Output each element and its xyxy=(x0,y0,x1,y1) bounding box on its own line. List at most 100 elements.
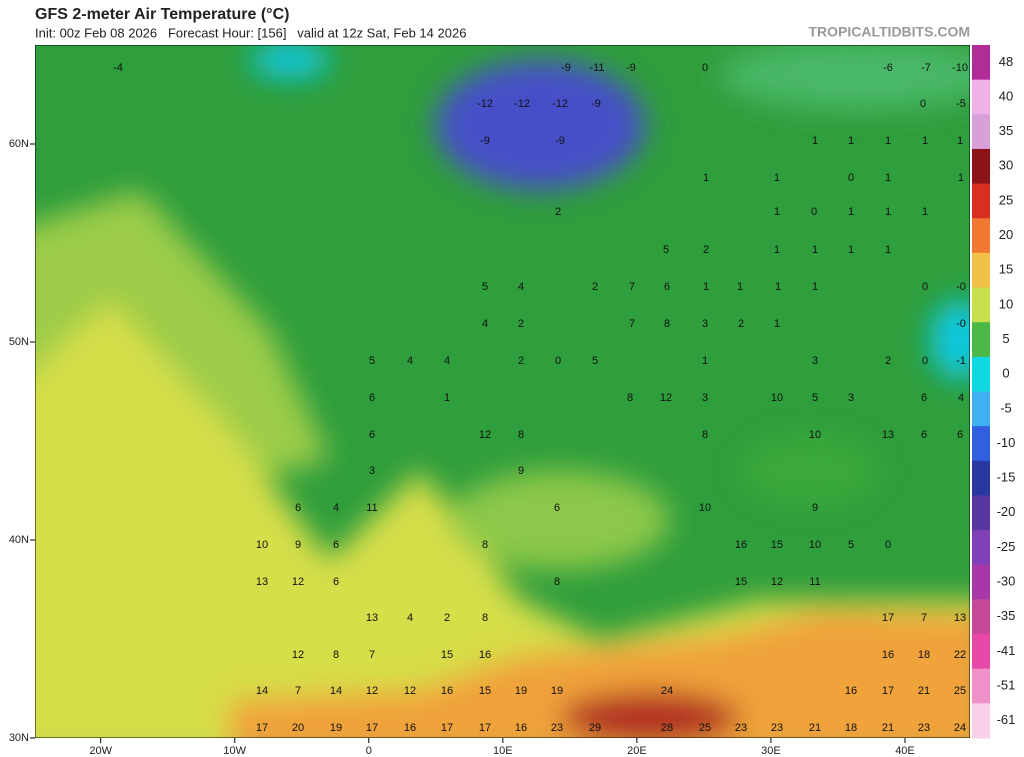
colorbar-label: -30 xyxy=(997,574,1016,589)
temperature-label: 20 xyxy=(292,722,304,734)
temperature-label: -12 xyxy=(514,98,530,110)
temperature-label: 9 xyxy=(518,465,524,477)
colorbar-label: 0 xyxy=(1002,366,1009,381)
temperature-label: 16 xyxy=(845,685,857,697)
temperature-label: 1 xyxy=(957,135,963,147)
temperature-label: 0 xyxy=(848,172,854,184)
temperature-label: -12 xyxy=(477,98,493,110)
temperature-label: 8 xyxy=(627,392,633,404)
temperature-label: 1 xyxy=(774,318,780,330)
temperature-label: 1 xyxy=(922,206,928,218)
colorbar-segment xyxy=(972,356,990,392)
temperature-label: 9 xyxy=(812,502,818,514)
temperature-label: 1 xyxy=(885,135,891,147)
colorbar-segment xyxy=(972,322,990,358)
y-tick-label: 40N xyxy=(9,534,29,546)
colorbar-label: 40 xyxy=(999,88,1013,103)
temperature-label: 1 xyxy=(812,244,818,256)
temperature-label: 9 xyxy=(295,539,301,551)
temperature-label: 15 xyxy=(735,576,747,588)
temperature-label: -6 xyxy=(883,62,893,74)
temperature-label: 0 xyxy=(702,62,708,74)
temperature-label: -5 xyxy=(956,98,966,110)
temperature-label: 1 xyxy=(848,135,854,147)
temperature-label: 3 xyxy=(369,465,375,477)
site-name: TROPICALTIDBITS.COM xyxy=(808,24,970,40)
temperature-label: 5 xyxy=(848,539,854,551)
colorbar-segment xyxy=(972,252,990,289)
temperature-label: -11 xyxy=(589,62,604,74)
temperature-label: 13 xyxy=(366,612,378,624)
x-tick-label: 20W xyxy=(89,745,112,757)
temperature-label: 7 xyxy=(921,612,927,624)
colorbar-segment xyxy=(972,426,990,462)
temperature-label: 6 xyxy=(295,502,301,514)
temperature-label: 12 xyxy=(660,392,672,404)
x-tick-label: 40E xyxy=(895,745,915,757)
temperature-label: 1 xyxy=(444,392,450,404)
colorbar-label: 30 xyxy=(999,158,1013,173)
temperature-label: 6 xyxy=(554,502,560,514)
temperature-label: 0 xyxy=(555,355,561,367)
temperature-label: 19 xyxy=(551,685,563,697)
temperature-label: 18 xyxy=(845,722,857,734)
colorbar-label: 5 xyxy=(1002,331,1009,346)
colorbar-label: 20 xyxy=(999,227,1013,242)
temperature-label: 7 xyxy=(369,649,375,661)
temperature-label: -0 xyxy=(956,318,966,330)
temperature-label: -9 xyxy=(626,62,636,74)
temperature-label: 1 xyxy=(702,355,708,367)
map-field xyxy=(35,45,970,738)
temperature-label: 21 xyxy=(882,722,894,734)
temperature-label: 12 xyxy=(292,649,304,661)
temperature-label: 2 xyxy=(518,318,524,330)
temperature-label: 16 xyxy=(882,649,894,661)
temperature-label: 8 xyxy=(333,649,339,661)
temperature-label: -12 xyxy=(552,98,568,110)
temperature-label: 17 xyxy=(479,722,491,734)
colorbar-segment xyxy=(972,79,990,115)
temperature-label: -7 xyxy=(921,62,931,74)
temperature-label: 2 xyxy=(738,318,744,330)
temperature-label: 1 xyxy=(774,244,780,256)
temperature-label: 17 xyxy=(441,722,453,734)
temperature-label: 14 xyxy=(330,685,342,697)
temperature-label: 1 xyxy=(885,244,891,256)
temperature-label: 25 xyxy=(699,722,711,734)
x-tick-label: 0 xyxy=(366,745,372,757)
temperature-label: 6 xyxy=(921,429,927,441)
temperature-label: 0 xyxy=(811,206,817,218)
colorbar-segment xyxy=(972,45,990,81)
temperature-label: 5 xyxy=(369,355,375,367)
temperature-label: 12 xyxy=(292,576,304,588)
temperature-label: -9 xyxy=(561,62,571,74)
temperature-label: 23 xyxy=(918,722,930,734)
temperature-label: 8 xyxy=(702,429,708,441)
colorbar-segment xyxy=(972,183,990,219)
temperature-label: 10 xyxy=(809,539,821,551)
temperature-label: 4 xyxy=(407,355,413,367)
temperature-label: 0 xyxy=(920,98,926,110)
temperature-label: 4 xyxy=(407,612,413,624)
colorbar-segment xyxy=(972,495,990,531)
temperature-label: 10 xyxy=(256,539,268,551)
y-tick-label: 50N xyxy=(9,336,29,348)
temperature-label: 1 xyxy=(848,206,854,218)
colorbar-label: -61 xyxy=(997,712,1016,727)
colorbar-segment xyxy=(972,599,990,635)
colorbar-segment xyxy=(972,114,990,150)
temperature-label: -9 xyxy=(555,135,565,147)
temperature-label: 16 xyxy=(404,722,416,734)
temperature-label: 17 xyxy=(882,685,894,697)
colorbar-label: -5 xyxy=(1000,400,1012,415)
temperature-label: 2 xyxy=(518,355,524,367)
temperature-label: 16 xyxy=(515,722,527,734)
x-tick-label: 20E xyxy=(627,745,647,757)
temperature-label: 17 xyxy=(882,612,894,624)
temperature-label: 6 xyxy=(369,392,375,404)
temperature-label: 14 xyxy=(256,685,268,697)
y-tick-label: 60N xyxy=(9,138,29,150)
temperature-label: 19 xyxy=(330,722,342,734)
y-tick-label: 30N xyxy=(9,732,29,744)
